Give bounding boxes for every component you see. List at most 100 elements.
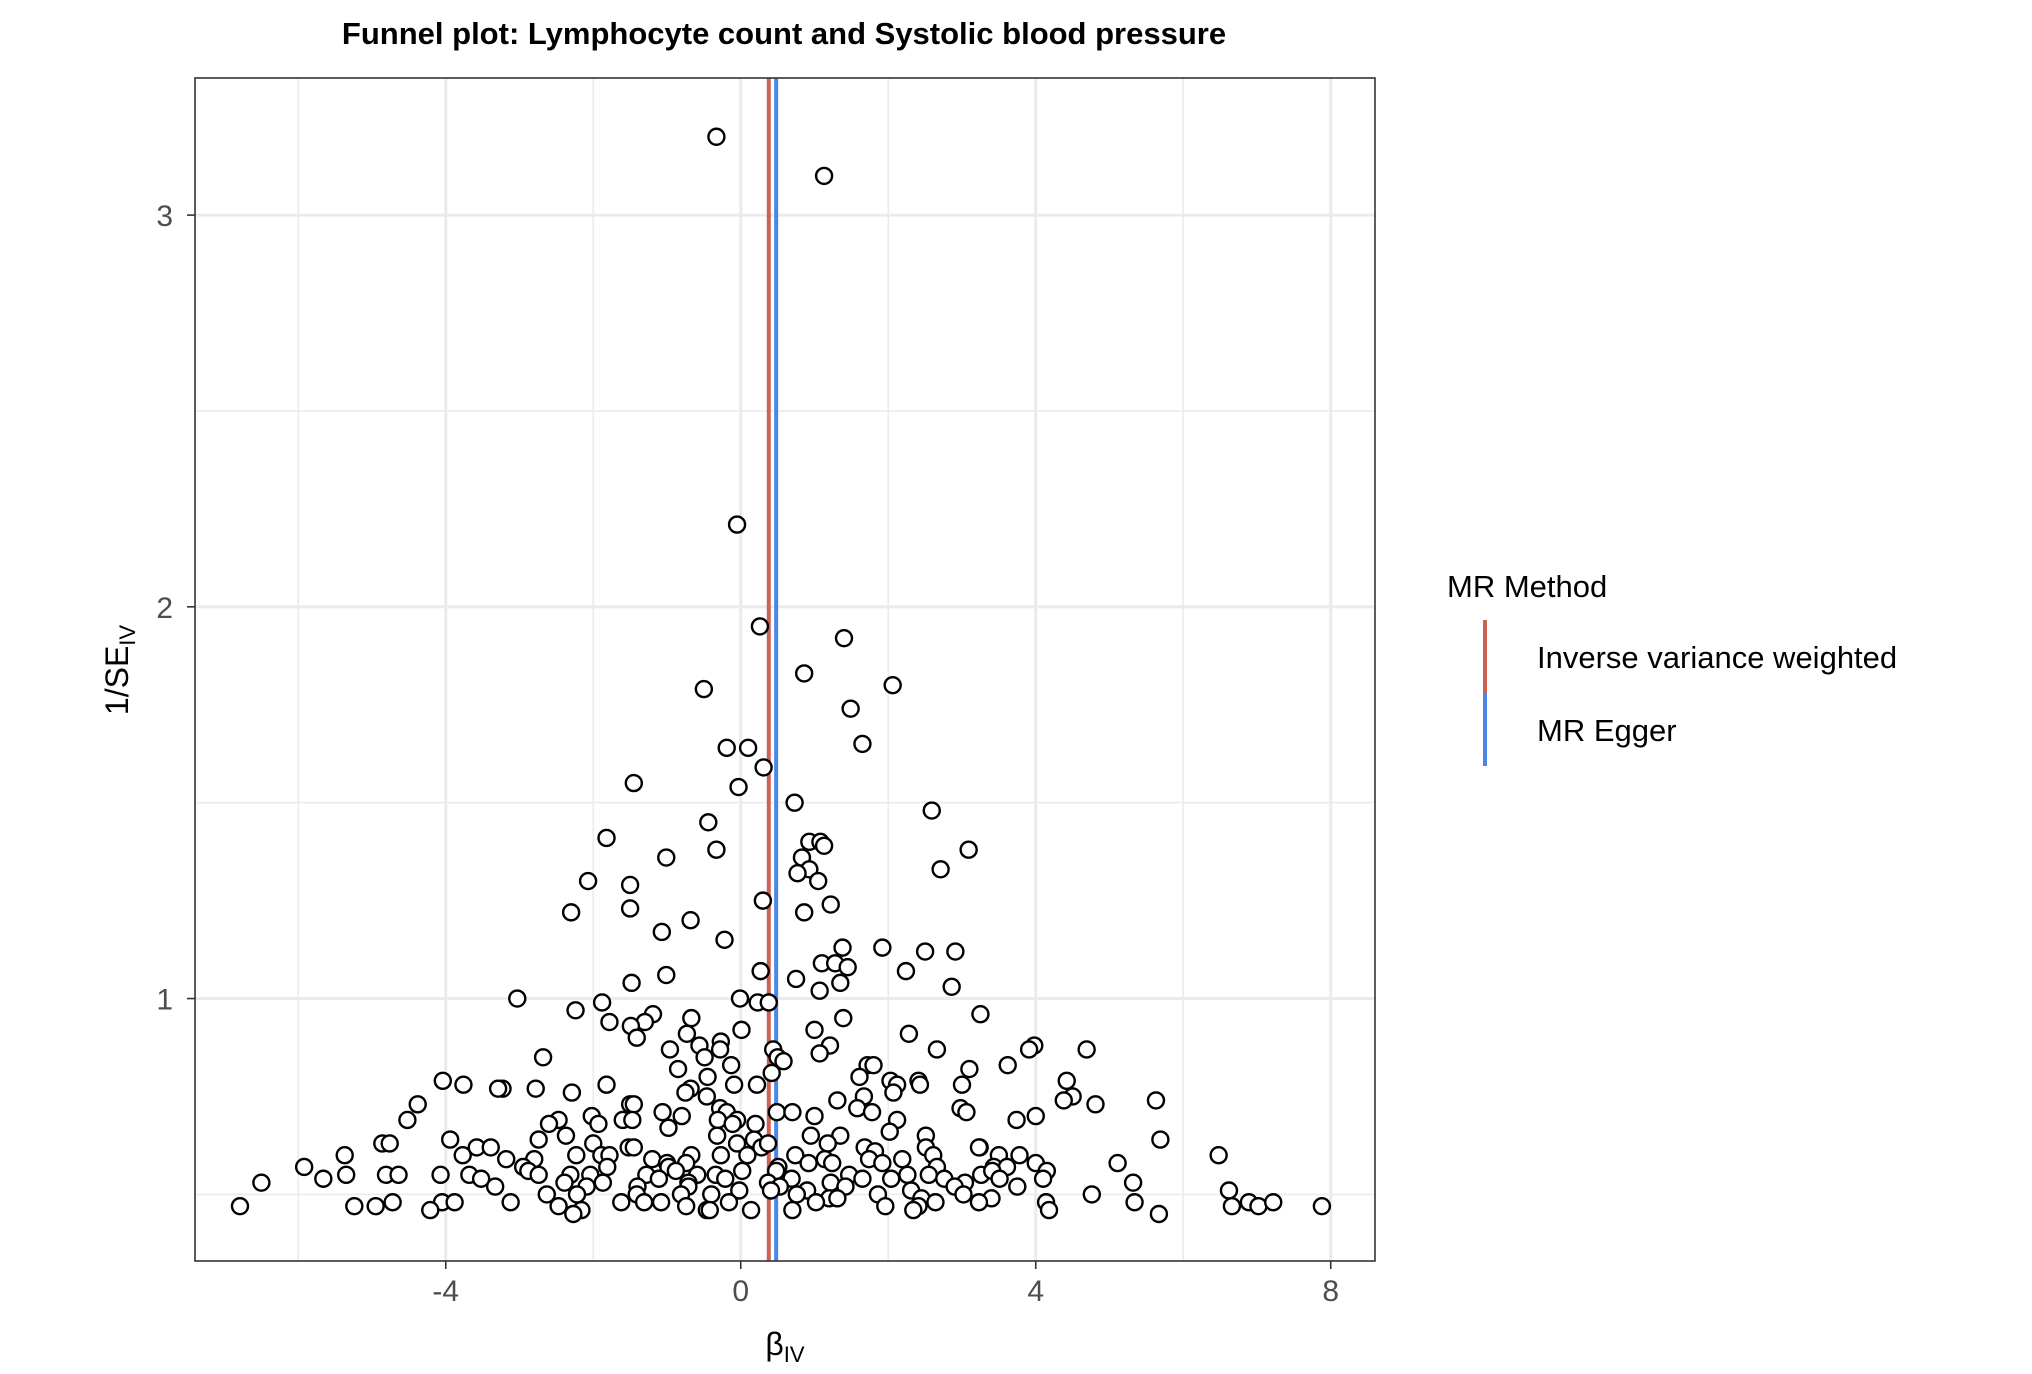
data-point	[831, 973, 850, 993]
data-point	[431, 1165, 450, 1185]
data-point	[761, 1181, 781, 1200]
data-point	[969, 1193, 989, 1212]
data-point	[453, 1146, 472, 1165]
data-point	[1146, 1091, 1166, 1110]
data-point	[634, 1193, 654, 1212]
data-point	[834, 628, 854, 648]
data-point	[1010, 1146, 1029, 1165]
data-point	[876, 1196, 895, 1216]
data-points	[230, 127, 1332, 1224]
grid-major	[195, 78, 1375, 1261]
data-point	[960, 1059, 979, 1079]
legend-entries: Inverse variance weighted MR Egger	[1483, 620, 1897, 766]
data-point	[805, 1106, 824, 1126]
data-point	[715, 930, 734, 949]
data-point	[828, 1091, 847, 1110]
data-point	[649, 1169, 669, 1188]
data-point	[682, 1008, 701, 1028]
data-point	[624, 1138, 644, 1157]
data-point	[767, 1102, 787, 1122]
data-point	[801, 1126, 821, 1145]
data-point	[762, 1063, 781, 1083]
data-point	[252, 1173, 271, 1192]
data-point	[810, 981, 829, 1000]
data-point	[529, 1130, 548, 1149]
data-point	[433, 1071, 452, 1091]
y-axis-title: 1/SEIV	[99, 625, 140, 715]
data-point	[659, 1118, 678, 1138]
data-point	[730, 1181, 749, 1200]
data-point	[695, 1048, 714, 1067]
y-axis-title-sub: IV	[115, 625, 140, 646]
data-point	[1086, 1095, 1105, 1114]
data-point	[707, 1126, 727, 1145]
data-point	[873, 1153, 892, 1173]
data-point	[834, 1008, 853, 1028]
data-point	[336, 1165, 356, 1185]
data-point	[697, 1087, 717, 1106]
data-point	[954, 1185, 973, 1204]
data-point	[539, 1114, 559, 1134]
data-point	[526, 1079, 545, 1098]
data-point	[910, 1075, 930, 1094]
data-point	[1008, 1177, 1027, 1196]
data-point	[957, 1102, 976, 1122]
data-point	[702, 1185, 721, 1204]
data-point	[711, 1146, 731, 1165]
data-point	[922, 801, 941, 820]
data-point	[1108, 1153, 1127, 1173]
data-point	[620, 899, 640, 918]
data-point	[561, 903, 581, 922]
data-point	[821, 1173, 840, 1192]
x-axis: -4 0 4 8	[432, 1261, 1339, 1308]
data-point	[808, 871, 828, 891]
data-point	[723, 1114, 742, 1134]
data-point	[853, 734, 872, 754]
data-point	[708, 1110, 728, 1130]
data-point	[380, 1134, 399, 1153]
data-point	[624, 773, 644, 793]
data-point	[741, 1200, 761, 1220]
y-tick-label: 1	[156, 984, 173, 1017]
data-point	[566, 1001, 585, 1020]
data-point	[597, 1075, 616, 1094]
data-point	[721, 1055, 741, 1075]
data-point	[990, 1169, 1009, 1188]
data-point	[694, 679, 714, 699]
data-point	[969, 1138, 989, 1157]
data-point	[294, 1157, 314, 1177]
data-point	[794, 664, 814, 683]
data-point	[578, 871, 598, 891]
data-point	[440, 1130, 460, 1149]
data-point	[732, 1020, 751, 1040]
data-point	[733, 1161, 752, 1181]
data-point	[971, 1005, 990, 1024]
data-point	[593, 1173, 613, 1192]
data-point	[398, 1110, 417, 1130]
data-point	[785, 793, 804, 812]
data-point	[643, 1149, 662, 1169]
data-point	[724, 1075, 744, 1094]
data-point	[497, 1149, 516, 1169]
data-point	[1007, 1110, 1026, 1130]
legend-label: MR Egger	[1537, 713, 1677, 748]
x-tick-label: 0	[732, 1275, 749, 1308]
data-point	[620, 875, 640, 895]
data-point	[931, 860, 950, 879]
data-point	[1209, 1146, 1228, 1165]
data-point	[814, 836, 834, 855]
data-point	[700, 1200, 719, 1220]
data-point	[1149, 1204, 1169, 1224]
data-point	[612, 1193, 631, 1212]
data-point	[864, 1055, 883, 1075]
data-point	[727, 515, 747, 534]
data-point	[533, 1048, 553, 1067]
data-point	[676, 1196, 696, 1216]
data-point	[998, 1055, 1017, 1075]
data-point	[345, 1196, 364, 1216]
data-point	[841, 699, 860, 718]
data-point	[660, 1040, 680, 1059]
data-point	[774, 1052, 793, 1071]
data-point	[1151, 1130, 1170, 1149]
